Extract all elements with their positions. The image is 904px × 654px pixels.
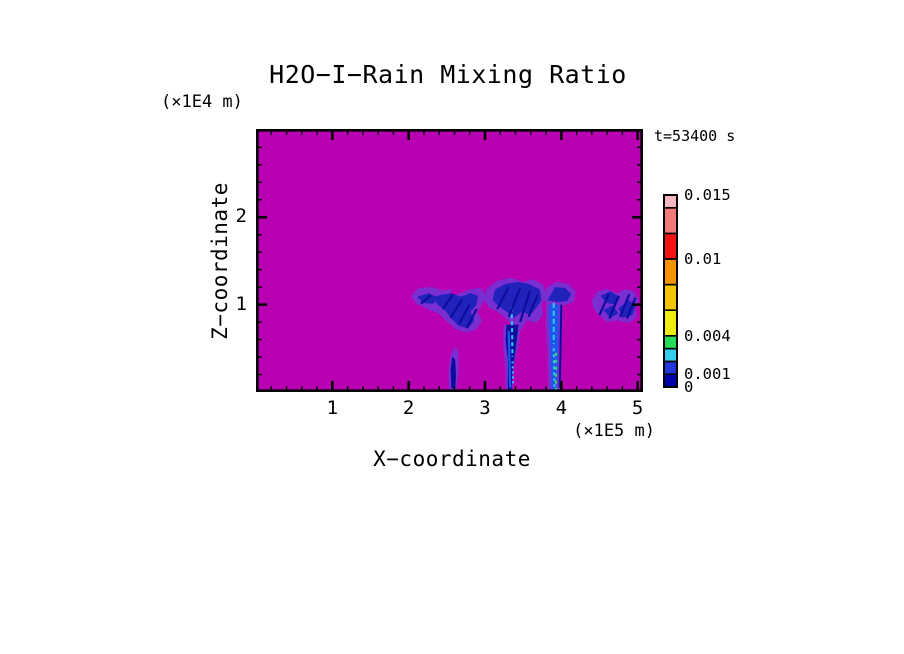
feature-central-shaft-cyan-streak2 [511,361,515,384]
x-tick-label-1: 1 [326,397,339,419]
z-tick-label-1: 1 [235,292,247,315]
colorbar-label-0.001: 0.001 [684,365,731,384]
feature-small-shaft-core [450,356,456,389]
feature-texture [619,293,631,318]
colorbar-segment [663,194,678,209]
feature-texture [442,293,454,310]
feature-right-shaft-cyan-streak2 [552,348,556,387]
plot-background [256,129,643,392]
feature-texture [449,298,464,319]
feature-texture [519,290,532,323]
feature-texture [496,286,510,310]
x-axis-title: X−coordinate [373,447,531,471]
feature-texture [608,295,620,320]
feature-texture [598,293,610,316]
x-tick-label-4: 4 [555,397,568,419]
colorbar-segment [663,258,678,286]
feature-right-anvil-core3 [603,305,619,318]
colorbar-segment [663,373,678,388]
colorbar-segment [663,360,678,375]
colorbar-segment [663,309,678,337]
feature-texture [507,287,522,318]
colorbar-segment [663,335,678,350]
colorbar-label-0.01: 0.01 [684,250,722,268]
plot-border [256,129,643,392]
feature-right-shaft-navy-edge [558,304,563,388]
colorbar-segment [663,207,678,235]
x-tick-label-3: 3 [479,397,491,419]
feature-texture [625,297,637,320]
colorbar-segment [663,283,678,311]
colorbar-segment [663,347,678,363]
chart-title: H2O−I−Rain Mixing Ratio [269,60,627,89]
x-tick-label-5: 5 [631,397,644,419]
time-annotation: t=53400 s [654,127,736,145]
x-tick-label-2: 2 [402,397,415,419]
feature-right-shaft-cap-core [547,287,572,302]
feature-texture [465,308,478,329]
feature-texture [458,304,471,325]
feature-texture [420,294,432,305]
feature-central-shaft-edge-streak [507,330,512,388]
colorbar-border [663,194,678,388]
colorbar-label-0: 0 [684,378,694,396]
z-tick-label-2: 2 [235,205,247,228]
feature-central-shaft-cyan-streak1 [510,307,514,358]
rain-features [411,277,640,392]
colorbar-label-0.004: 0.004 [684,326,731,345]
z-axis-unit-label: (×1E4 m) [161,92,243,112]
feature-texture [527,294,539,318]
colorbar [663,194,678,388]
plot-area [256,129,643,392]
colorbar-label-0.015: 0.015 [684,186,731,204]
x-axis-unit-label: (×1E5 m) [573,421,655,441]
colorbar-segment [663,232,678,260]
